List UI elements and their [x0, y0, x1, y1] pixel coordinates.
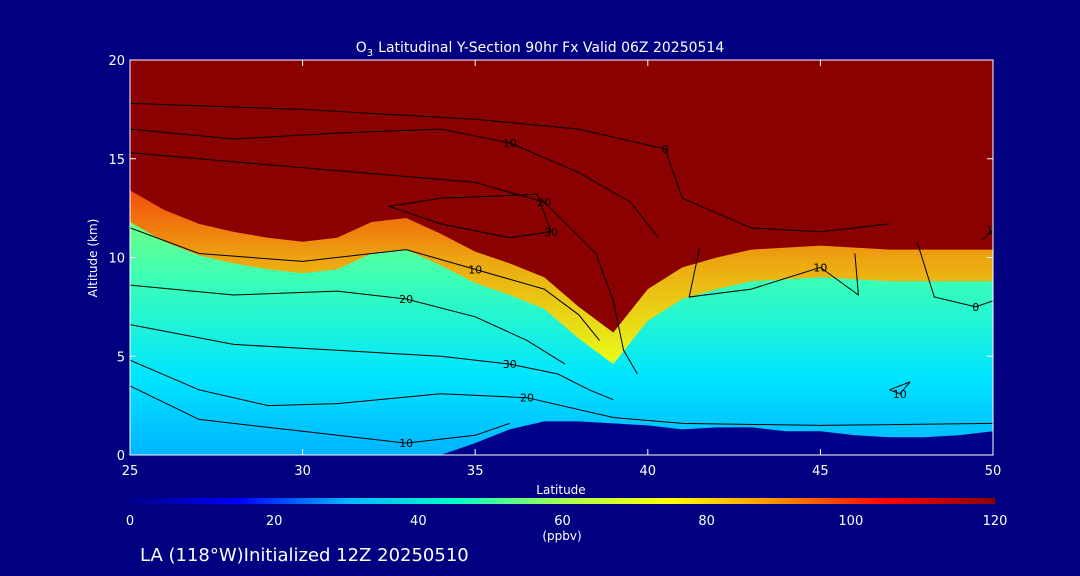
colorbar-unit: (ppbv)	[542, 529, 581, 543]
contour-label: 0	[662, 143, 669, 156]
contour-line	[982, 229, 993, 241]
contour-line	[889, 381, 911, 395]
title-subscript: 3	[367, 48, 373, 59]
x-tick-label: 45	[812, 464, 829, 479]
axes: 25 30 35 40 45 50 0 5 10 15 20	[108, 54, 1001, 479]
contour-line	[130, 102, 890, 233]
y-axis-title: Altitude (km)	[86, 219, 100, 298]
chart-title: O3 Latitudinal Y-Section 90hr Fx Valid 06…	[356, 40, 725, 59]
contour-label: 30	[503, 358, 517, 371]
title-species: O	[356, 40, 367, 56]
surface-terrain	[130, 421, 993, 455]
contour-line	[916, 241, 993, 308]
y-tick-label: 5	[117, 350, 125, 365]
footer-location: LA (118°W)Initialized 12Z 20250510	[140, 545, 469, 566]
contour-labels: 10 20 30 20 10 20 30 10 0 10 10 0 10	[399, 137, 1000, 450]
x-tick-label: 30	[294, 464, 311, 479]
stratosphere-region	[130, 60, 993, 333]
colorbar-tick-label: 120	[983, 514, 1008, 529]
contour-label: 0	[972, 301, 979, 314]
colorbar-tick-label: 60	[554, 514, 571, 529]
colorbar-tick-label: 80	[698, 514, 715, 529]
contour-line	[688, 247, 859, 298]
x-axis-title: Latitude	[536, 483, 585, 497]
y-tick-label: 10	[108, 252, 125, 267]
contour-lines	[130, 102, 993, 444]
ozone-field	[130, 60, 993, 455]
x-tick-label: 50	[985, 464, 1002, 479]
colorbar-ticks: 0 20 40 60 80 100 120	[126, 514, 1008, 529]
colorbar-tick-label: 100	[838, 514, 863, 529]
contour-label: 10	[468, 263, 482, 276]
contour-label: 20	[520, 392, 534, 405]
x-tick-label: 35	[467, 464, 484, 479]
plot-area: 10 20 30 20 10 20 30 10 0 10 10 0 10	[130, 60, 1000, 455]
contour-label: 10	[813, 261, 827, 274]
contour-label: 10	[986, 224, 1000, 237]
contour-label: 30	[544, 226, 558, 239]
colorbar-tick-label: 20	[266, 514, 283, 529]
contour-line	[130, 128, 659, 239]
y-tick-label: 15	[108, 153, 125, 168]
contour-line	[130, 284, 566, 365]
contour-label: 20	[399, 293, 413, 306]
x-tick-label: 25	[122, 464, 139, 479]
contour-line	[130, 359, 993, 426]
contour-line	[130, 227, 600, 341]
colorbar-tick-label: 0	[126, 514, 134, 529]
title-text: Latitudinal Y-Section 90hr Fx Valid 06Z …	[378, 40, 724, 56]
contour-line	[130, 152, 638, 375]
colorbar	[130, 498, 995, 504]
y-tick-label: 0	[117, 449, 125, 464]
contour-line	[130, 385, 510, 444]
contour-label: 10	[399, 437, 413, 450]
x-tick-label: 40	[640, 464, 657, 479]
contour-label: 10	[503, 137, 517, 150]
contour-label: 20	[537, 196, 551, 209]
y-tick-label: 20	[108, 54, 125, 69]
colorbar-tick-label: 40	[410, 514, 427, 529]
contour-label: 10	[893, 388, 907, 401]
contour-line	[130, 324, 614, 401]
contour-line	[388, 193, 552, 239]
